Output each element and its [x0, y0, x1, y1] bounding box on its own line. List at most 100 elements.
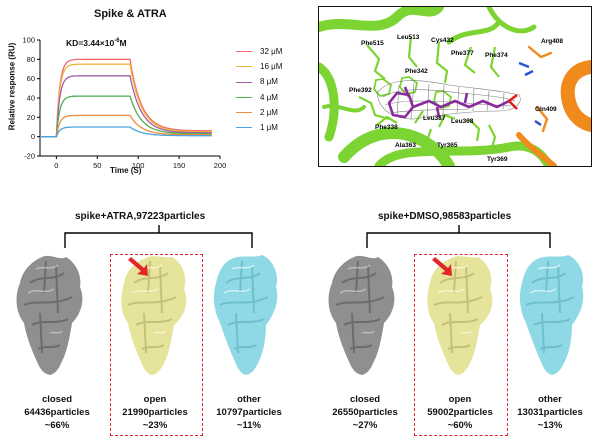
residue-label: Phe392 [349, 87, 372, 94]
pocket-drawing: Phe515 Leu513 Cys432 Phe377 Phe374 Arg40… [319, 7, 591, 166]
residue-label: Phe338 [375, 124, 398, 131]
legend-label: 4 μM [260, 92, 278, 102]
legend-item: 8 μM [236, 74, 282, 89]
residue-label: Tyr365 [437, 142, 458, 149]
atra-open-red-arrow-icon [128, 257, 148, 276]
y-tick-label: 80 [27, 55, 35, 64]
y-tick-label: 60 [27, 74, 35, 83]
class-percent: ~13% [537, 420, 563, 431]
residue-label: Ala363 [395, 142, 416, 149]
residue-label: Leu387 [423, 115, 446, 122]
class-percent: ~11% [236, 420, 262, 431]
kd-unit: M [119, 38, 127, 48]
atra-bracket [64, 225, 253, 248]
residue-label: Phe342 [405, 68, 428, 75]
x-tick-label: 50 [93, 161, 101, 170]
dmso-open-highlight-box [414, 254, 508, 436]
kd-value: KD=3.44×10-6M [66, 38, 127, 48]
sensorgram-line [40, 63, 212, 138]
atra-class-closed: closed 64436particles ~66% [8, 393, 106, 432]
atra-other-map [213, 255, 278, 375]
class-name: open [143, 394, 167, 405]
legend-item: 32 μM [236, 44, 282, 59]
dmso-panel-title: spike+DMSO,98583particles [378, 211, 512, 222]
y-tick-label: 0 [31, 132, 35, 141]
x-axis-label: Time (S) [110, 166, 142, 175]
legend-label: 1 μM [260, 123, 278, 133]
protein-ribbon-orange [516, 45, 591, 166]
y-tick-label: 100 [22, 36, 35, 45]
class-percent: ~60% [447, 420, 473, 431]
atra-class-open: open 21990particles ~23% [106, 393, 204, 432]
dmso-open-red-arrow-icon [432, 257, 452, 276]
class-count: 13031particles [517, 407, 583, 418]
class-count: 59002particles [427, 407, 493, 418]
side-chains-green [358, 36, 500, 152]
atra-open-highlight-box [110, 254, 203, 436]
class-count: 21990particles [122, 407, 188, 418]
y-tick-label: 40 [27, 94, 35, 103]
legend-item: 1 μM [236, 120, 282, 135]
chart-legend: 32 μM 16 μM 8 μM 4 μM 2 μM 1 μM [236, 44, 282, 135]
atra-ligand [387, 86, 510, 119]
residue-label: Leu513 [397, 34, 420, 41]
class-name: other [237, 394, 261, 405]
legend-item: 2 μM [236, 105, 282, 120]
legend-item: 4 μM [236, 90, 282, 105]
residue-label: Leu368 [451, 118, 474, 125]
dmso-class-open: open 59002particles ~60% [411, 393, 509, 432]
carboxyl-oxygen [508, 100, 518, 110]
x-tick-label: 0 [54, 161, 58, 170]
sensorgram-line [40, 75, 212, 138]
class-count: 64436particles [24, 407, 90, 418]
residue-label: Phe377 [451, 50, 474, 57]
legend-swatch [236, 111, 252, 113]
legend-swatch [236, 51, 252, 53]
residue-label: Cys432 [431, 37, 454, 44]
legend-label: 32 μM [260, 47, 283, 56]
y-tick-label: -20 [24, 152, 35, 161]
x-tick-label: 200 [214, 161, 227, 170]
kd-prefix: KD=3.44×10 [66, 38, 115, 48]
atra-closed-map [16, 255, 83, 375]
sensorgram-line [40, 58, 212, 138]
legend-swatch [236, 96, 252, 98]
nitrogen-atoms [518, 61, 542, 126]
class-name: closed [41, 394, 73, 405]
dmso-class-other: other 13031particles ~13% [501, 393, 599, 432]
atra-class-other: other 10797particles ~11% [200, 393, 298, 432]
legend-label: 8 μM [260, 77, 278, 87]
dmso-open-map [427, 256, 493, 375]
legend-label: 16 μM [260, 62, 283, 72]
class-name: other [538, 394, 562, 405]
dmso-other-map [519, 255, 584, 375]
sensorgram-line [40, 95, 212, 138]
carboxyl-oxygen [508, 93, 518, 103]
legend-label: 2 μM [260, 107, 278, 117]
residue-label: Phe515 [361, 40, 384, 47]
kd-exponent: -6 [114, 38, 120, 45]
spr-chart-title: Spike & ATRA [94, 8, 167, 20]
residue-label: Tyr369 [487, 156, 508, 163]
y-axis-label: Relative response (RU) [7, 42, 17, 131]
atra-open-map [121, 256, 187, 375]
binding-pocket-structure: Phe515 Leu513 Cys432 Phe377 Phe374 Arg40… [318, 6, 592, 167]
atra-panel-title: spike+ATRA,97223particles [75, 211, 206, 222]
class-count: 26550particles [332, 407, 398, 418]
class-name: closed [349, 394, 381, 405]
sensorgram-line [40, 126, 212, 138]
x-tick-label: 100 [132, 161, 145, 170]
residue-label: Phe374 [485, 52, 508, 59]
legend-swatch [236, 81, 252, 83]
dmso-closed-map [328, 255, 395, 375]
class-percent: ~27% [352, 420, 378, 431]
legend-swatch [236, 127, 252, 129]
y-tick-label: 20 [27, 113, 35, 122]
dmso-class-closed: closed 26550particles ~27% [316, 393, 414, 432]
class-percent: ~66% [44, 420, 70, 431]
dmso-bracket [366, 225, 551, 248]
density-mesh [376, 80, 521, 120]
legend-item: 16 μM [236, 59, 282, 74]
sensorgram-line [40, 114, 212, 138]
